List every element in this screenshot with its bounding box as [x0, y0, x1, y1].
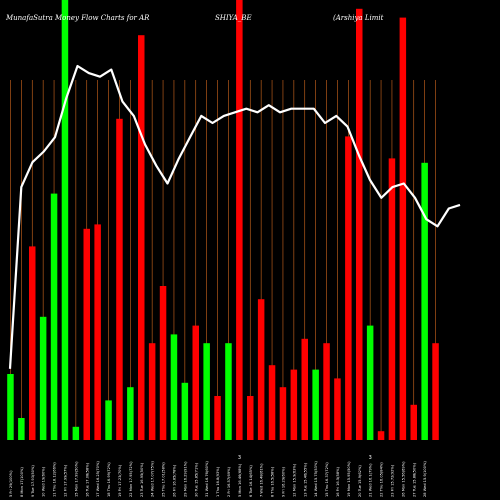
x-tick-label: 27 Tue 15.88(50%)	[412, 462, 416, 497]
x-tick-label: 16 Tue 17.08(58%)	[85, 462, 89, 497]
bar	[301, 338, 308, 440]
x-tick-label: 18 Thu 16.99(72%)	[107, 462, 111, 497]
price-line-path	[8, 64, 461, 369]
x-tick-label: 22 Thu 16.05(84%)	[380, 462, 384, 497]
bar	[399, 17, 407, 440]
x-tick-label: 11 Thu 18.12(66%)	[53, 462, 57, 497]
bar	[116, 118, 123, 441]
chart-title-part-3: (Arshiya Limit	[333, 14, 384, 22]
x-tick-label: 7 Wed 16.48(61%)	[260, 463, 264, 497]
bar	[236, 0, 243, 440]
x-tick-label: 10 Wed 19(60%)	[42, 466, 46, 497]
chart-title-part-2: SHIYA_BE	[215, 14, 252, 22]
bar	[388, 158, 396, 440]
x-tick-label: 26 Fri 16.85(78%)	[172, 464, 176, 497]
x-tick-label: 1 Thu 16.8(93%)	[216, 466, 220, 497]
bar	[29, 246, 36, 440]
bar	[432, 343, 439, 440]
x-tick-label: 15 Thu 16.37(72%)	[325, 462, 329, 497]
x-tick-label: 21 Wed 16.1(79%)	[369, 463, 373, 497]
x-tick-label: 2 Fri 16.57(69%)	[227, 466, 231, 497]
bar	[323, 343, 330, 440]
bar	[279, 387, 287, 440]
bar	[159, 286, 167, 440]
x-tick-label: 23 Fri 15.72(92%)	[390, 464, 394, 497]
bar	[127, 387, 134, 440]
bar	[356, 8, 363, 441]
bar	[170, 334, 178, 440]
x-tick-label: 8 Mon 17(100%)	[20, 467, 24, 497]
bar	[290, 369, 298, 440]
bar	[421, 162, 428, 441]
x-tick-label: 23 Tue 16.95(50%)	[140, 462, 144, 497]
x-tick-label: 28 Wed 15.9(100%)	[423, 461, 427, 497]
x-axis-tick-labels: 5 Fri 29(100%) 8 Mon 17(100%) 9 Tue 17.93(…	[9, 461, 427, 497]
bar	[83, 228, 90, 440]
x-tick-label: 19 Mon 15.95(50%)	[347, 461, 351, 497]
bar	[377, 431, 385, 440]
bar	[94, 224, 101, 440]
x-tick-label: 12 Fri 17.99(57%)	[63, 464, 67, 497]
bar	[7, 374, 14, 440]
x-tick-label: 5 Fri 29(100%)	[9, 470, 13, 497]
bar	[345, 136, 352, 440]
bar	[268, 365, 276, 440]
bar	[247, 396, 254, 440]
price-line	[8, 64, 461, 369]
x-tick-label: 9 Fri 16.29(60%)	[281, 466, 285, 497]
bar	[410, 404, 417, 440]
x-tick-label: 31 Wed 16.76(60%)	[205, 461, 209, 497]
x-tick-label: 13 Tue 15.46(55%)	[303, 462, 307, 497]
x-tick-label: 30 Tue 15.85(71%)	[194, 462, 198, 497]
x-tick-label: 22 Mon 17.95(72%)	[129, 461, 133, 497]
bar	[61, 0, 69, 440]
bar	[138, 35, 145, 440]
bar	[203, 343, 210, 440]
x-tick-label: 26 Mon 15.56(69%)	[401, 461, 405, 497]
x-tick-label: 24 Wed 17.07(75%)	[151, 461, 155, 497]
marker-label: 3	[369, 455, 372, 461]
x-tick-label: 25 Thu 17.01(58%)	[162, 462, 166, 497]
marker-label: 3	[238, 455, 241, 461]
bar	[214, 396, 221, 440]
bar	[105, 400, 112, 440]
bar	[366, 325, 374, 440]
bar	[334, 378, 341, 440]
bar	[72, 426, 80, 440]
bar	[225, 343, 232, 440]
x-tick-label: 15 Mon 17.99(50%)	[74, 461, 78, 497]
bar	[39, 316, 47, 440]
bar	[192, 325, 199, 440]
bar	[257, 299, 265, 440]
x-tick-label: 12 Mon 15.9(63%)	[292, 463, 296, 497]
x-tick-label: 20 Tue 15.9(62%)	[358, 465, 362, 497]
bar	[18, 418, 25, 440]
x-tick-label: 16 Fri 16.5(58%)	[336, 466, 340, 497]
x-tick-label: 17 Wed 16.25(70%)	[96, 461, 100, 497]
x-tick-label: 19 Fri 17.23(70%)	[118, 464, 122, 497]
bar	[50, 193, 58, 440]
x-tick-label: 5 Mon 16.46(68%)	[238, 463, 242, 497]
x-tick-label: 6 Tue 16.14(65%)	[249, 465, 253, 497]
bar	[181, 382, 189, 440]
x-tick-label: 8 Thu 16.5(58%)	[271, 466, 275, 497]
bar	[148, 343, 156, 440]
x-tick-label: 29 Mon 16.29(91%)	[183, 461, 187, 497]
bar	[312, 369, 319, 440]
x-tick-label: 9 Tue 17.93(50%)	[31, 465, 35, 497]
x-tick-label: 14 Wed 15.75(53%)	[314, 461, 318, 497]
chart-title-part-1: MunafaSutra Money Flow Charts for AR	[5, 14, 150, 22]
money-flow-bars	[7, 0, 439, 441]
